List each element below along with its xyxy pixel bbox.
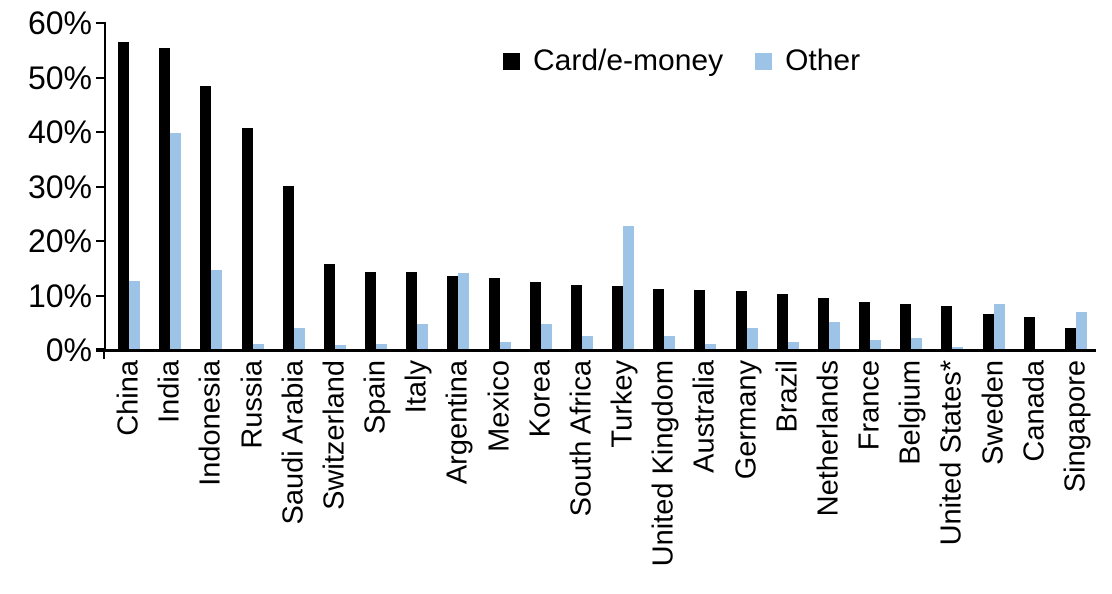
bar-other-belgium: [911, 338, 923, 349]
bar-card-e-money-united-kingdom: [653, 289, 665, 349]
x-label-china: China: [112, 360, 145, 436]
x-label-indonesia: Indonesia: [194, 360, 227, 486]
bar-other-united-kingdom: [664, 336, 676, 349]
bar-other-south-africa: [581, 336, 593, 349]
y-tick-label-10: 10%: [27, 277, 92, 314]
legend-swatch-other: [755, 52, 773, 70]
bar-other-china: [129, 281, 140, 349]
bar-other-switzerland: [334, 345, 346, 349]
bar-other-italy: [417, 324, 429, 349]
bar-other-india: [170, 133, 182, 349]
y-axis-line: [104, 22, 106, 352]
x-label-belgium: Belgium: [894, 360, 927, 465]
x-label-korea: Korea: [524, 360, 557, 438]
legend: Card/e-money Other: [503, 45, 860, 77]
bar-card-e-money-south-africa: [570, 285, 582, 349]
y-tick-10: [96, 294, 105, 297]
legend-label-other: Other: [785, 44, 861, 77]
x-label-russia: Russia: [236, 360, 268, 449]
y-tick-label-50: 50%: [27, 59, 92, 96]
x-label-italy: Italy: [400, 360, 433, 414]
bar-card-e-money-singapore: [1064, 328, 1076, 349]
x-label-brazil: Brazil: [771, 360, 804, 433]
legend-item-other: Other: [755, 45, 860, 77]
bar-card-e-money-mexico: [488, 278, 500, 349]
bar-card-e-money-russia: [241, 128, 253, 349]
bar-other-turkey: [623, 226, 635, 349]
x-label-singapore: Singapore: [1059, 360, 1092, 493]
y-tick-label-20: 20%: [27, 223, 92, 259]
bar-card-e-money-belgium: [900, 304, 912, 349]
x-label-argentina: Argentina: [441, 360, 474, 485]
x-label-india: India: [153, 360, 186, 423]
x-label-france: France: [853, 360, 886, 451]
bar-card-e-money-canada: [1023, 317, 1035, 349]
y-tick-0: [96, 348, 105, 350]
bar-other-russia: [252, 344, 264, 349]
x-label-spain: Spain: [359, 360, 392, 435]
y-tick-60: [96, 22, 105, 24]
bar-other-sweden: [993, 304, 1005, 349]
bar-card-e-money-india: [159, 48, 171, 349]
y-tick-50: [96, 76, 105, 79]
bar-card-e-money-indonesia: [200, 86, 212, 349]
x-label-turkey: Turkey: [606, 360, 639, 448]
x-label-sweden: Sweden: [977, 360, 1010, 465]
bar-card-e-money-brazil: [776, 294, 788, 349]
legend-label-card-e-money: Card/e-money: [533, 44, 724, 77]
x-label-netherlands: Netherlands: [812, 360, 845, 517]
y-tick-20: [96, 240, 105, 242]
y-tick-label-0: 0%: [45, 332, 92, 368]
x-label-saudi-arabia: Saudi Arabia: [277, 360, 310, 525]
bar-other-mexico: [499, 342, 511, 349]
x-label-mexico: Mexico: [483, 360, 516, 452]
bar-card-e-money-australia: [694, 290, 706, 349]
y-tick-label-60: 60%: [27, 5, 92, 41]
x-label-united-states: United States*: [935, 360, 968, 546]
x-label-united-kingdom: United Kingdom: [647, 360, 680, 567]
bar-card-e-money-germany: [735, 291, 747, 349]
legend-swatch-card-e-money: [503, 52, 520, 70]
bar-card-e-money-turkey: [612, 286, 624, 349]
y-tick-30: [96, 185, 105, 188]
y-tick-40: [96, 131, 105, 133]
x-label-switzerland: Switzerland: [318, 360, 351, 510]
bar-other-argentina: [458, 273, 470, 349]
x-label-australia: Australia: [688, 360, 721, 473]
bar-other-singapore: [1075, 312, 1087, 349]
y-tick-label-30: 30%: [27, 168, 92, 205]
bar-card-e-money-united-states: [941, 306, 953, 349]
bar-other-netherlands: [828, 322, 840, 349]
bar-card-e-money-sweden: [982, 314, 994, 349]
bar-other-france: [870, 340, 882, 349]
bar-other-germany: [746, 328, 758, 349]
bar-other-indonesia: [211, 270, 223, 349]
y-tick-label-40: 40%: [27, 114, 92, 150]
legend-item-card-e-money: Card/e-money: [503, 45, 723, 77]
bar-card-e-money-france: [859, 302, 871, 349]
bar-other-australia: [705, 344, 717, 349]
x-axis-corner-tick: [103, 352, 105, 359]
bar-other-brazil: [787, 342, 799, 349]
bar-other-spain: [376, 344, 388, 349]
x-label-south-africa: South Africa: [565, 360, 598, 517]
x-label-canada: Canada: [1018, 360, 1051, 462]
bar-card-e-money-korea: [529, 282, 541, 349]
bar-card-e-money-italy: [406, 272, 418, 349]
bar-card-e-money-argentina: [447, 276, 459, 349]
bar-other-saudi-arabia: [293, 328, 305, 349]
bar-card-e-money-netherlands: [817, 298, 829, 349]
bar-card-e-money-switzerland: [323, 264, 335, 349]
bar-card-e-money-spain: [365, 272, 377, 349]
bar-other-korea: [540, 324, 552, 349]
bar-card-e-money-china: [118, 42, 129, 349]
bar-card-e-money-saudi-arabia: [282, 186, 294, 349]
x-axis-line: [96, 349, 1096, 352]
x-label-germany: Germany: [730, 360, 763, 480]
bar-other-united-states: [952, 347, 964, 349]
